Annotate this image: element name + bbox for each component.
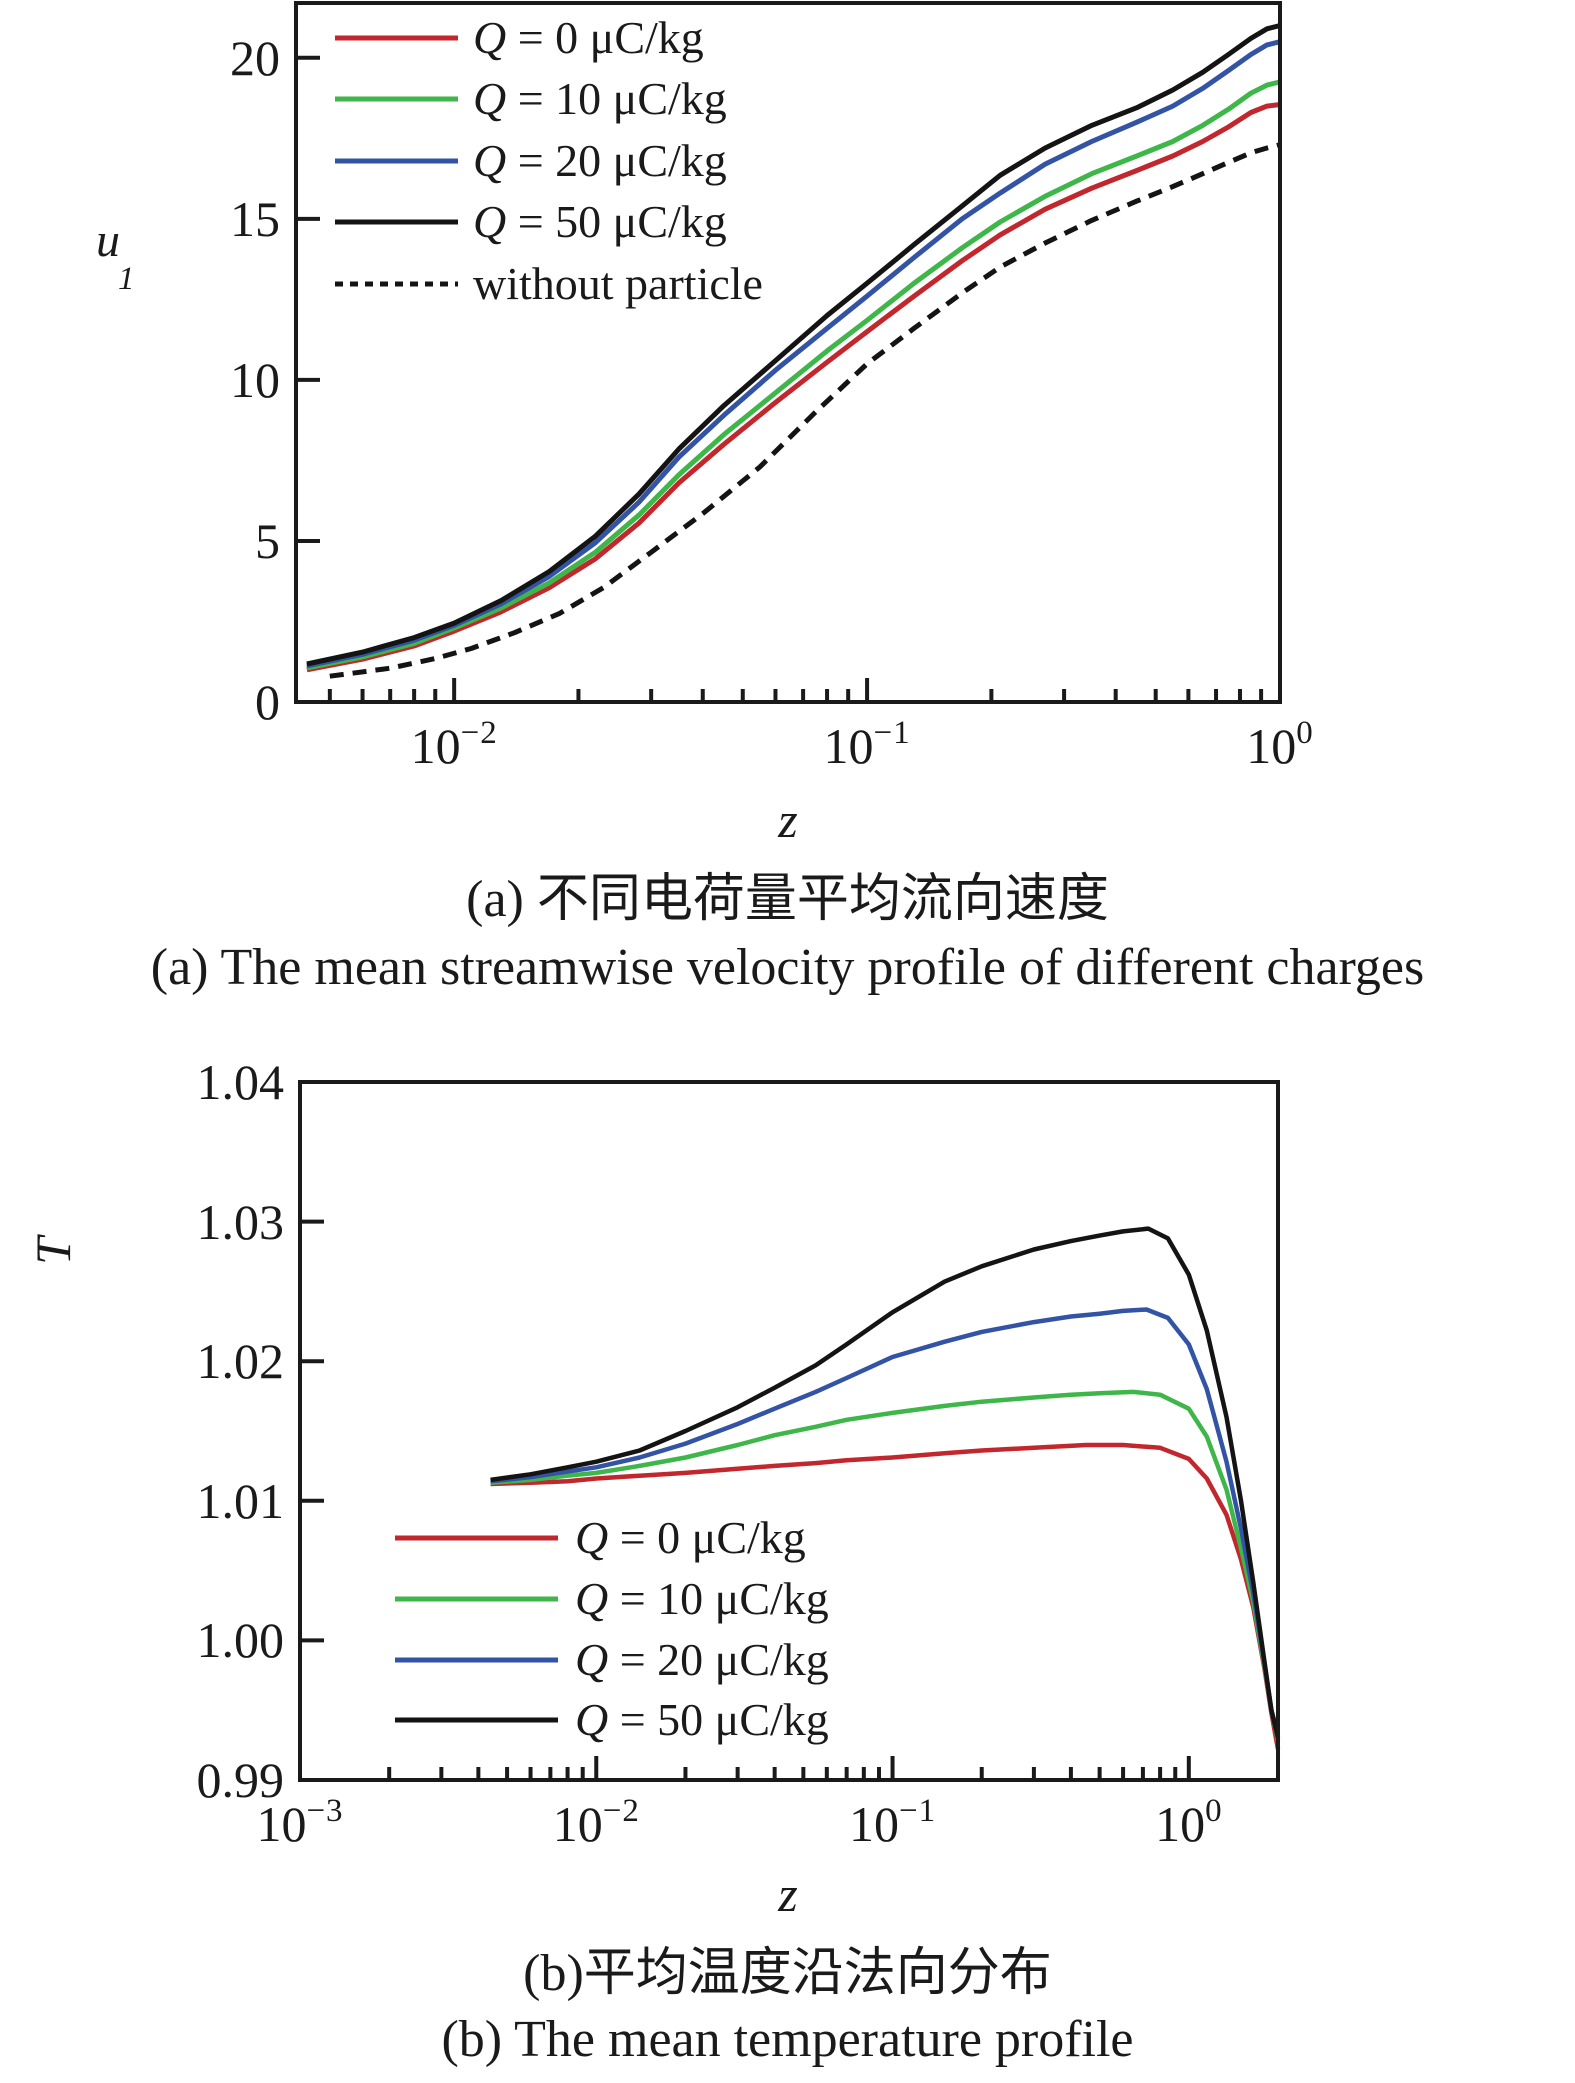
x-tick-label-b: 100 <box>1155 1792 1223 1852</box>
series-line-a-2 <box>306 39 1281 669</box>
x-axis-label-a: z <box>778 792 798 848</box>
y-axis-label-u1-main: u <box>96 214 120 267</box>
y-tick-label-a: 0 <box>255 674 280 730</box>
legend-label-a-0: Q = 0 μC/kg <box>473 12 704 63</box>
y-tick-label-a: 20 <box>230 29 280 86</box>
y-tick-label-b: 1.03 <box>196 1193 285 1250</box>
plot-border-b <box>298 1080 1280 1782</box>
x-tick-label-a: 10−1 <box>823 714 911 774</box>
caption-b-chinese: (b)平均温度沿法向分布 <box>523 1945 1052 2002</box>
x-tick-label-b: 10−2 <box>552 1792 640 1852</box>
caption-a-english: (a) The mean streamwise velocity profile… <box>150 939 1425 996</box>
y-axis-label-t: T <box>25 1237 81 1265</box>
series-line-b-0 <box>490 1442 1281 1750</box>
legend-label-a-3: Q = 50 μC/kg <box>473 196 727 247</box>
legend-label-b-0: Q = 0 μC/kg <box>575 1512 806 1563</box>
y-axis-label-u1-sub: 1 <box>118 261 135 297</box>
x-tick-label-a: 10−2 <box>410 714 498 774</box>
x-tick-label-b: 10−3 <box>256 1792 344 1852</box>
caption-a-chinese: (a) 不同电荷量平均流向速度 <box>466 871 1109 928</box>
series-line-b-1 <box>490 1389 1281 1742</box>
series-line-a-0 <box>306 102 1281 673</box>
y-tick-label-b: 1.00 <box>196 1612 285 1669</box>
legend-label-a-2: Q = 20 μC/kg <box>473 135 727 186</box>
y-tick-label-b: 0.99 <box>196 1752 285 1808</box>
series-line-b-2 <box>490 1307 1281 1736</box>
series-line-a-3 <box>306 23 1281 667</box>
x-tick-label-b: 10−1 <box>848 1792 937 1852</box>
y-axis-label-u1: u 1 <box>96 214 135 297</box>
y-tick-label-b: 1.04 <box>196 1054 285 1110</box>
x-axis-label-b: z <box>778 1866 798 1922</box>
series-line-b-3 <box>490 1226 1281 1739</box>
y-tick-label-a: 15 <box>230 190 280 247</box>
legend-label-a-4: without particle <box>473 258 763 309</box>
series-line-a-1 <box>306 79 1281 671</box>
legend-label-b-1: Q = 10 μC/kg <box>575 1573 829 1624</box>
legend-label-b-3: Q = 50 μC/kg <box>575 1694 829 1745</box>
legend-label-b-2: Q = 20 μC/kg <box>575 1634 829 1685</box>
y-tick-label-b: 1.02 <box>196 1333 285 1390</box>
y-tick-label-b: 1.01 <box>196 1472 285 1529</box>
y-tick-label-a: 10 <box>230 351 280 408</box>
y-tick-label-a: 5 <box>255 512 280 569</box>
legend-label-a-1: Q = 10 μC/kg <box>473 73 727 124</box>
x-tick-label-a: 100 <box>1246 714 1314 774</box>
plot-border-a <box>294 1 1282 704</box>
caption-b-english: (b) The mean temperature profile <box>441 2011 1134 2068</box>
